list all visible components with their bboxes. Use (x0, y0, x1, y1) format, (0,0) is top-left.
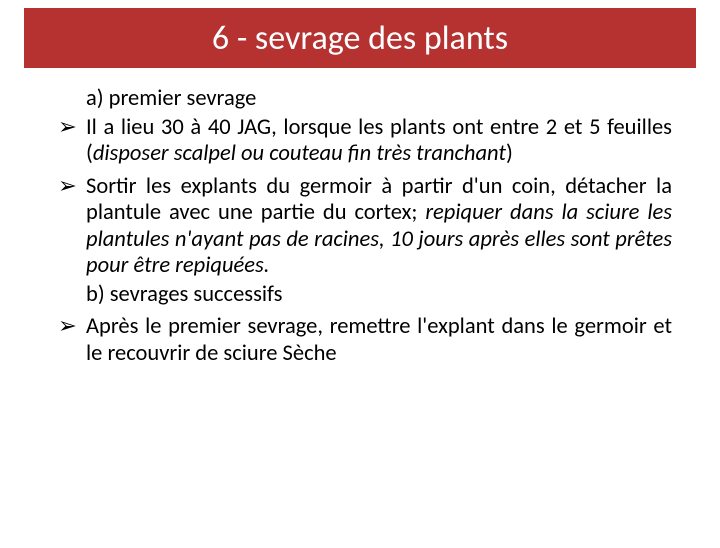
slide-content: a) premier sevrage ➢ Il a lieu 30 à 40 J… (0, 86, 720, 367)
bullet-arrow-icon: ➢ (58, 314, 77, 341)
slide-title: 6 - sevrage des plants (24, 8, 696, 68)
title-text: 6 - sevrage des plants (212, 18, 508, 59)
bullet-arrow-icon: ➢ (58, 174, 77, 201)
bullet-item-1: ➢ Il a lieu 30 à 40 JAG, lorsque les pla… (58, 115, 672, 168)
bullet-item-2: ➢ Sortir les explants du germoir à parti… (58, 174, 672, 309)
section-b-heading: b) sevrages successifs (86, 282, 672, 309)
bullet-arrow-icon: ➢ (58, 115, 77, 142)
bullet-item-3: ➢ Après le premier sevrage, remettre l'e… (58, 314, 672, 367)
bullet3-text: Après le premier sevrage, remettre l'exp… (86, 313, 672, 367)
bullet1-italic: disposer scalpel ou couteau fin très tra… (93, 140, 506, 167)
bullet1-post: ) (506, 140, 513, 167)
section-a-heading: a) premier sevrage (86, 86, 672, 113)
bullet2-sep: ; (411, 199, 425, 226)
